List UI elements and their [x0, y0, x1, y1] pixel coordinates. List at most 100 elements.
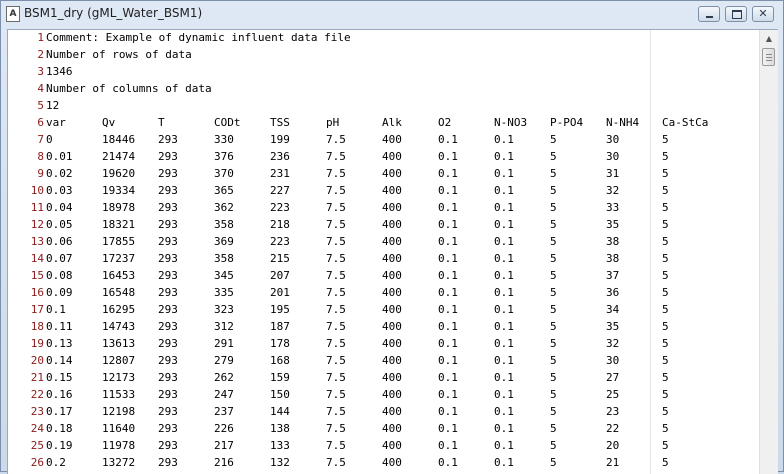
data-cell: 400 [382, 201, 402, 214]
data-cell: 0.1 [494, 303, 514, 316]
data-row[interactable]: 0.18 11640 293 226 138 7.5 400 0.1 0.1 5 22 5 [46, 422, 746, 439]
data-row[interactable]: 0.07 17237 293 358 215 7.5 400 0.1 0.1 5 38 5 [46, 252, 746, 269]
data-cell: 218 [270, 218, 290, 231]
data-cell: 5 [550, 218, 557, 231]
data-cell: 400 [382, 422, 402, 435]
data-row[interactable]: 0.13 13613 293 291 178 7.5 400 0.1 0.1 5 32 5 [46, 337, 746, 354]
data-cell: 0.1 [438, 286, 458, 299]
data-cell: 0.06 [46, 235, 73, 248]
data-cell: 5 [662, 133, 669, 146]
close-button[interactable]: ✕ [752, 6, 774, 22]
data-cell: 293 [158, 184, 178, 197]
data-row[interactable]: 0.09 16548 293 335 201 7.5 400 0.1 0.1 5 36 5 [46, 286, 746, 303]
line-number: 1 [37, 31, 44, 44]
data-row[interactable]: 0.19 11978 293 217 133 7.5 400 0.1 0.1 5 20 5 [46, 439, 746, 456]
data-row[interactable]: 0.15 12173 293 262 159 7.5 400 0.1 0.1 5 27 5 [46, 371, 746, 388]
data-cell: 13272 [102, 456, 136, 469]
line-number: 19 [30, 337, 44, 350]
data-cell: 291 [214, 337, 234, 350]
data-row[interactable]: 0.11 14743 293 312 187 7.5 400 0.1 0.1 5 35 5 [46, 320, 746, 337]
data-cell: 7.5 [326, 405, 346, 418]
maximize-button[interactable] [725, 6, 747, 22]
data-cell: 5 [550, 320, 557, 333]
data-cell: 5 [550, 371, 557, 384]
data-row[interactable]: 0.14 12807 293 279 168 7.5 400 0.1 0.1 5 30 5 [46, 354, 746, 371]
text-editor-icon[interactable]: A [6, 6, 20, 22]
data-cell: 5 [662, 405, 669, 418]
title-bar[interactable]: A BSM1_dry (gML_Water_BSM1) ✕ [1, 1, 783, 27]
data-cell: 5 [662, 456, 669, 469]
data-cell: 293 [158, 269, 178, 282]
data-cell: 12198 [102, 405, 136, 418]
scroll-thumb[interactable] [762, 48, 775, 66]
column-header-line[interactable]: var Qv T CODt TSS pH Alk O2 N-NO3 P-PO4 N-NH4 Ca-St… [46, 116, 746, 133]
text-line[interactable]: Comment: Example of dynamic influent dat… [46, 31, 351, 44]
line-number: 24 [30, 422, 44, 435]
line-number: 21 [30, 371, 44, 384]
data-row[interactable]: 0.08 16453 293 345 207 7.5 400 0.1 0.1 5 37 5 [46, 269, 746, 286]
line-number: 18 [30, 320, 44, 333]
data-cell: 5 [550, 286, 557, 299]
data-row[interactable]: 0.2 13272 293 216 132 7.5 400 0.1 0.1 5 21 5 [46, 456, 746, 473]
data-row[interactable]: 0.01 21474 293 376 236 7.5 400 0.1 0.1 5 30 5 [46, 150, 746, 167]
data-cell: 5 [662, 337, 669, 350]
data-row[interactable]: 0.06 17855 293 369 223 7.5 400 0.1 0.1 5 38 5 [46, 235, 746, 252]
line-number: 13 [30, 235, 44, 248]
data-cell: 31 [606, 167, 620, 180]
data-cell: 0.1 [494, 235, 514, 248]
data-cell: 7.5 [326, 235, 346, 248]
data-cell: 0.1 [438, 184, 458, 197]
data-cell: 37 [606, 269, 620, 282]
data-cell: 293 [158, 133, 178, 146]
data-row[interactable]: 0.03 19334 293 365 227 7.5 400 0.1 0.1 5 32 5 [46, 184, 746, 201]
data-cell: 22 [606, 422, 620, 435]
data-cell: 159 [270, 371, 290, 384]
data-cell: 7.5 [326, 184, 346, 197]
data-cell: 5 [550, 337, 557, 350]
data-cell: 0.1 [494, 337, 514, 350]
data-cell: 0.1 [494, 422, 514, 435]
line-number: 22 [30, 388, 44, 401]
data-cell: 400 [382, 320, 402, 333]
data-cell: 5 [662, 201, 669, 214]
text-content[interactable]: Comment: Example of dynamic influent dat… [46, 30, 756, 474]
text-editor-area[interactable]: 1 2 3 4 5 6 7 8 9 10 11 12 13 14 15 16 17 18 19 20 21 22 23 24 2… [7, 29, 778, 474]
data-row[interactable]: 0.05 18321 293 358 218 7.5 400 0.1 0.1 5 35 5 [46, 218, 746, 235]
data-cell: 35 [606, 218, 620, 231]
data-row[interactable]: 0.02 19620 293 370 231 7.5 400 0.1 0.1 5 31 5 [46, 167, 746, 184]
data-cell: 247 [214, 388, 234, 401]
column-header: P-PO4 [550, 116, 584, 129]
data-cell: 187 [270, 320, 290, 333]
text-line[interactable]: Number of columns of data [46, 82, 212, 95]
line-number: 23 [30, 405, 44, 418]
scroll-up-icon[interactable]: ▲ [765, 34, 773, 43]
data-cell: 0.1 [438, 422, 458, 435]
text-line[interactable]: 1346 [46, 65, 73, 78]
line-number: 17 [30, 303, 44, 316]
thumb-grip [766, 57, 772, 58]
data-row[interactable]: 0 18446 293 330 199 7.5 400 0.1 0.1 5 30 5 [46, 133, 746, 150]
data-cell: 0.1 [438, 167, 458, 180]
data-cell: 293 [158, 167, 178, 180]
data-row[interactable]: 0.17 12198 293 237 144 7.5 400 0.1 0.1 5 23 5 [46, 405, 746, 422]
data-row[interactable]: 0.1 16295 293 323 195 7.5 400 0.1 0.1 5 34 5 [46, 303, 746, 320]
data-cell: 236 [270, 150, 290, 163]
data-cell: 293 [158, 405, 178, 418]
data-cell: 16453 [102, 269, 136, 282]
column-header: Qv [102, 116, 116, 129]
data-cell: 18978 [102, 201, 136, 214]
data-cell: 0.18 [46, 422, 73, 435]
data-cell: 217 [214, 439, 234, 452]
line-number-gutter: 1 2 3 4 5 6 7 8 9 10 11 12 13 14 15 16 17 18 19 20 21 22 23 24 2… [8, 30, 44, 474]
data-cell: 293 [158, 235, 178, 248]
data-row[interactable]: 0.16 11533 293 247 150 7.5 400 0.1 0.1 5 25 5 [46, 388, 746, 405]
data-cell: 36 [606, 286, 620, 299]
vertical-scrollbar[interactable]: ▲ [759, 30, 778, 474]
data-cell: 400 [382, 184, 402, 197]
text-line[interactable]: Number of rows of data [46, 48, 192, 61]
minimize-button[interactable] [698, 6, 720, 22]
data-row[interactable]: 0.04 18978 293 362 223 7.5 400 0.1 0.1 5 33 5 [46, 201, 746, 218]
data-cell: 5 [662, 303, 669, 316]
text-line[interactable]: 12 [46, 99, 60, 112]
data-cell: 7.5 [326, 218, 346, 231]
